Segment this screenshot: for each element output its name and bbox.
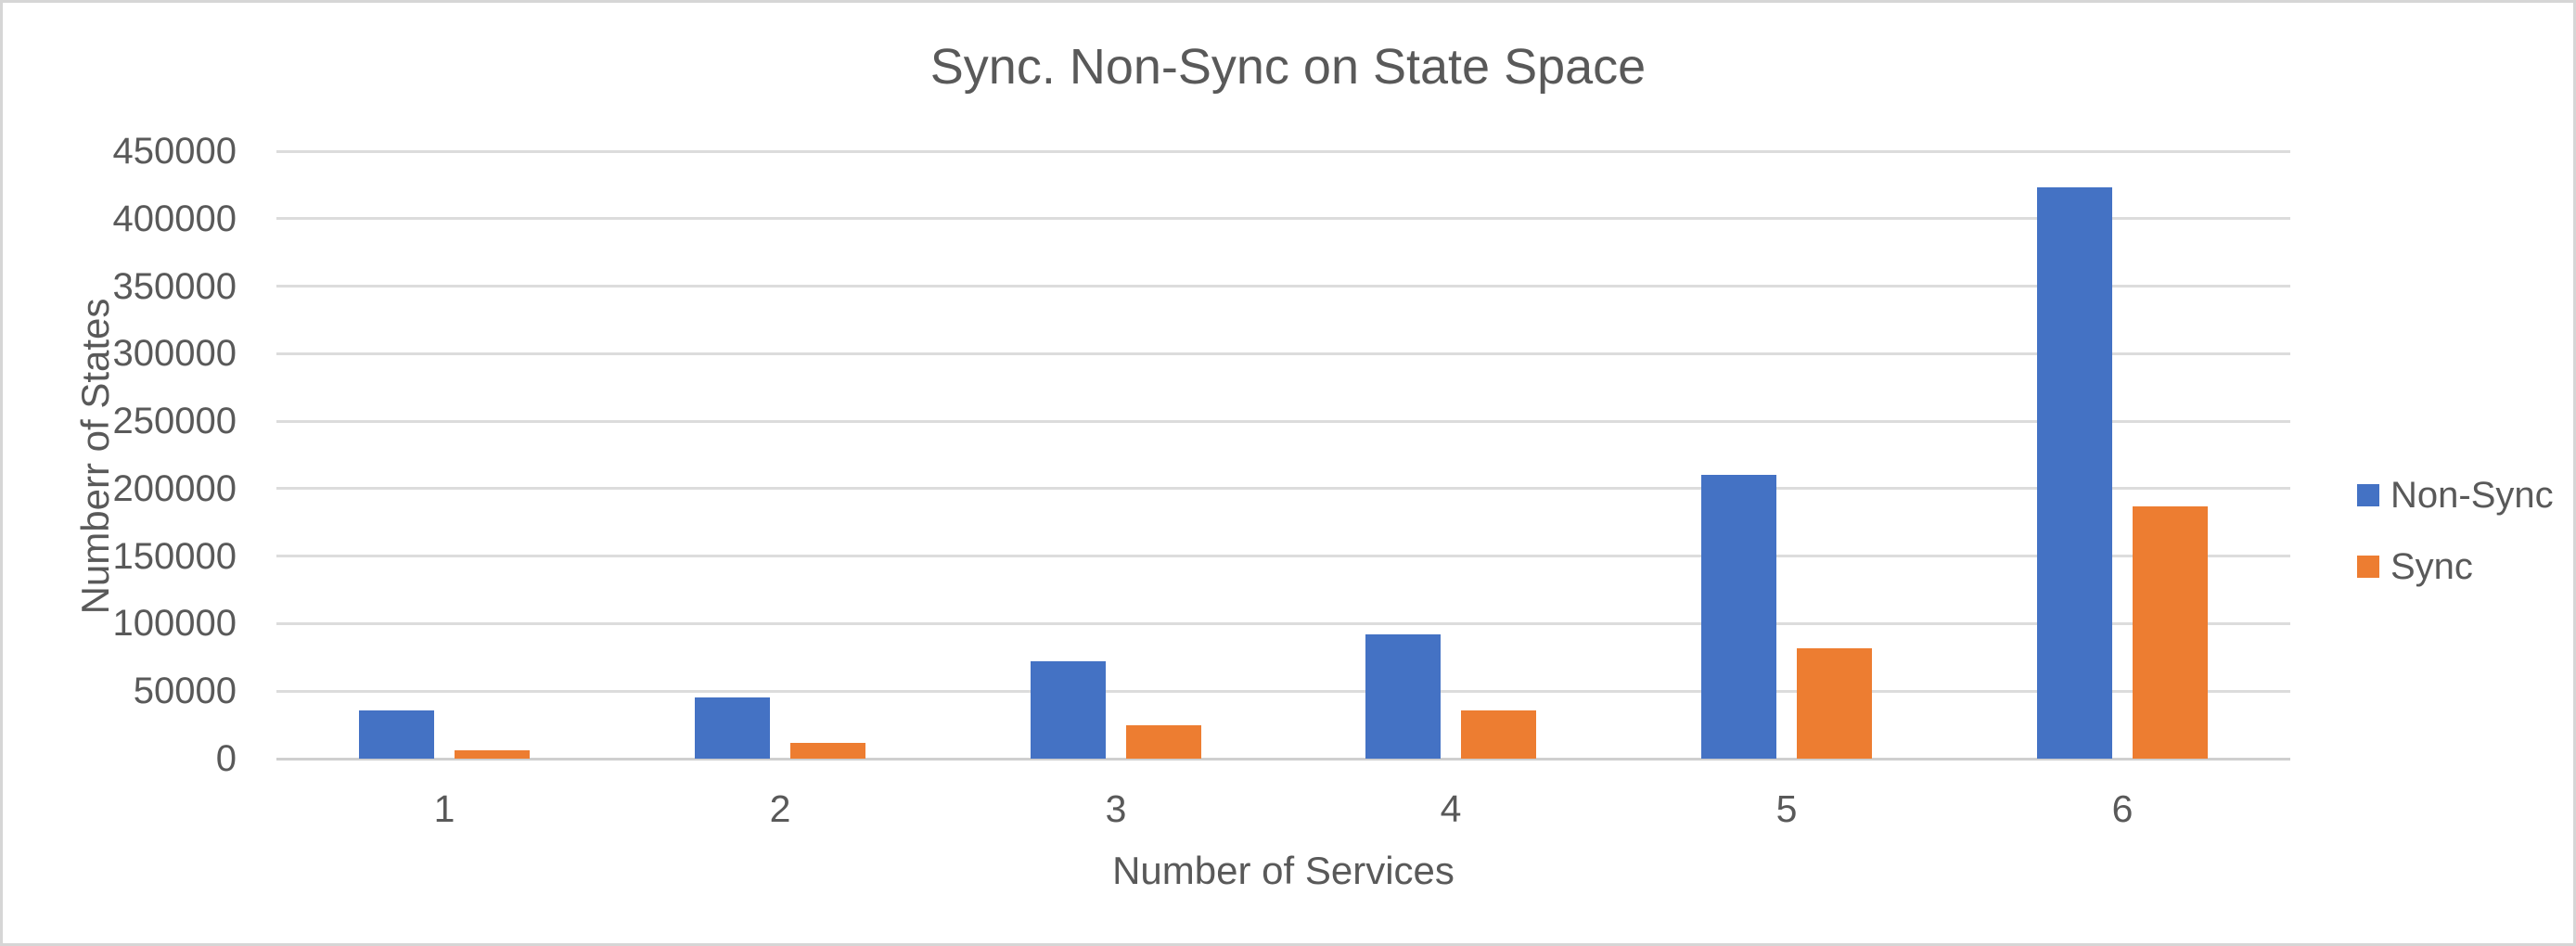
chart-title: Sync. Non-Sync on State Space bbox=[929, 39, 1647, 95]
y-tick-label: 50000 bbox=[133, 671, 237, 712]
y-gridline bbox=[276, 217, 2290, 221]
bar-non-sync-2 bbox=[695, 697, 770, 759]
y-gridline bbox=[276, 621, 2290, 625]
y-gridline bbox=[276, 149, 2290, 153]
bar-sync-6 bbox=[2133, 506, 2208, 759]
y-gridline bbox=[276, 352, 2290, 355]
y-tick-label: 100000 bbox=[112, 603, 237, 645]
y-tick-label: 300000 bbox=[112, 333, 237, 375]
bar-sync-4 bbox=[1461, 710, 1536, 759]
legend-label-sync: Sync bbox=[2390, 546, 2473, 587]
y-tick-label: 350000 bbox=[112, 265, 237, 307]
y-tick-label: 400000 bbox=[112, 198, 237, 239]
y-gridline bbox=[276, 555, 2290, 558]
bar-non-sync-6 bbox=[2037, 187, 2112, 759]
x-tick-label: 4 bbox=[1440, 787, 1462, 830]
bar-sync-2 bbox=[790, 743, 865, 759]
x-tick-label: 2 bbox=[769, 787, 791, 830]
legend-label-non-sync: Non-Sync bbox=[2390, 475, 2554, 516]
bar-non-sync-1 bbox=[359, 710, 434, 759]
x-tick-label: 6 bbox=[2111, 787, 2134, 830]
y-gridline bbox=[276, 487, 2290, 491]
bar-non-sync-4 bbox=[1365, 634, 1441, 759]
y-tick-label: 150000 bbox=[112, 535, 237, 577]
bar-sync-1 bbox=[455, 750, 530, 759]
y-tick-label: 200000 bbox=[112, 467, 237, 509]
bar-sync-5 bbox=[1797, 648, 1872, 759]
bar-sync-3 bbox=[1126, 725, 1201, 759]
y-gridline bbox=[276, 689, 2290, 693]
y-gridline bbox=[276, 285, 2290, 288]
y-tick-label: 250000 bbox=[112, 401, 237, 442]
x-axis-line bbox=[276, 757, 2290, 761]
legend-swatch-sync bbox=[2357, 556, 2379, 578]
x-tick-label: 5 bbox=[1775, 787, 1798, 830]
x-tick-label: 3 bbox=[1105, 787, 1127, 830]
bar-non-sync-3 bbox=[1031, 661, 1106, 759]
plot-area: 450000 400000 350000 300000 250000 200000 1500… bbox=[3, 3, 2573, 943]
y-gridline bbox=[276, 419, 2290, 423]
x-tick-label: 1 bbox=[433, 787, 455, 830]
y-tick-label: 0 bbox=[215, 738, 237, 779]
legend-swatch-non-sync bbox=[2357, 484, 2379, 506]
bar-non-sync-5 bbox=[1701, 475, 1776, 759]
y-tick-label: 450000 bbox=[112, 131, 237, 172]
x-axis-title: Number of Services bbox=[1112, 849, 1455, 892]
